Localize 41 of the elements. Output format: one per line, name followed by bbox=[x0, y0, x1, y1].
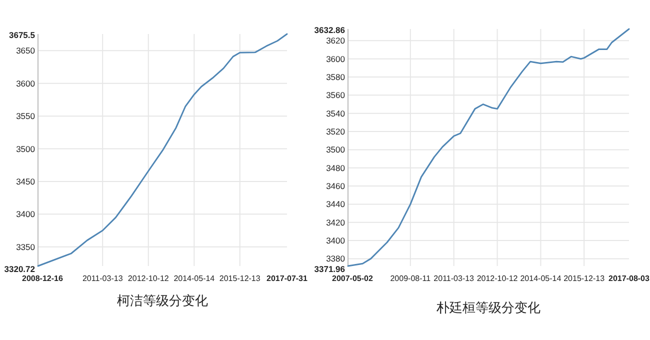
x-tick-label: 2012-10-12 bbox=[128, 274, 170, 283]
x-tick-label: 2014-05-14 bbox=[174, 274, 216, 283]
y-tick-label: 3320.72 bbox=[4, 264, 36, 274]
y-tick-label: 3371.96 bbox=[314, 264, 346, 274]
y-tick-label: 3620 bbox=[326, 36, 346, 46]
text: 朴廷桓等级分变化 bbox=[436, 301, 540, 316]
y-tick-label: 3420 bbox=[326, 217, 346, 228]
y-tick-label: 3520 bbox=[326, 126, 346, 137]
y-tick-label: 3350 bbox=[16, 242, 36, 252]
y-tick-label: 3675.5 bbox=[9, 30, 36, 40]
y-tick-label: 3600 bbox=[326, 54, 346, 64]
y-tick-label: 3600 bbox=[16, 78, 36, 88]
y-tick-label: 3580 bbox=[326, 72, 346, 82]
line-series bbox=[347, 28, 630, 267]
y-tick-label: 3632.86 bbox=[314, 25, 346, 35]
y-tick-label: 3550 bbox=[16, 111, 36, 122]
x-tick-label: 2017-08-03 bbox=[608, 274, 650, 283]
x-tick-label: 2015-12-13 bbox=[564, 274, 606, 283]
y-tick-label: 3500 bbox=[326, 144, 346, 155]
x-tick-label: 2008-12-16 bbox=[22, 274, 64, 283]
y-tick-label: 3500 bbox=[16, 144, 36, 154]
y-tick-label: 3400 bbox=[16, 209, 36, 220]
text: 柯洁等级分变化 bbox=[117, 294, 208, 309]
y-tick-label: 3480 bbox=[326, 162, 346, 173]
x-tick-label: 2009-08-11 bbox=[390, 274, 432, 283]
y-tick-label: 3450 bbox=[16, 176, 36, 186]
y-tick-label: 3560 bbox=[326, 90, 346, 100]
x-tick-label: 2011-03-13 bbox=[434, 274, 475, 283]
y-tick-label: 3440 bbox=[326, 199, 346, 210]
y-tick-label: 3380 bbox=[326, 254, 346, 264]
x-tick-label: 2014-05-14 bbox=[520, 274, 562, 283]
y-tick-label: 3400 bbox=[326, 236, 346, 246]
y-tick-label: 3650 bbox=[16, 46, 36, 56]
x-tick-label: 2007-05-02 bbox=[332, 274, 374, 283]
x-tick-label: 2017-07-31 bbox=[266, 274, 308, 283]
x-tick-label: 2011-03-13 bbox=[82, 274, 124, 283]
y-tick-label: 3460 bbox=[326, 181, 346, 192]
x-tick-label: 2012-10-12 bbox=[476, 274, 518, 283]
y-tick-label: 3540 bbox=[326, 108, 346, 118]
x-tick-label: 2015-12-13 bbox=[219, 274, 261, 283]
line-series bbox=[37, 33, 288, 267]
